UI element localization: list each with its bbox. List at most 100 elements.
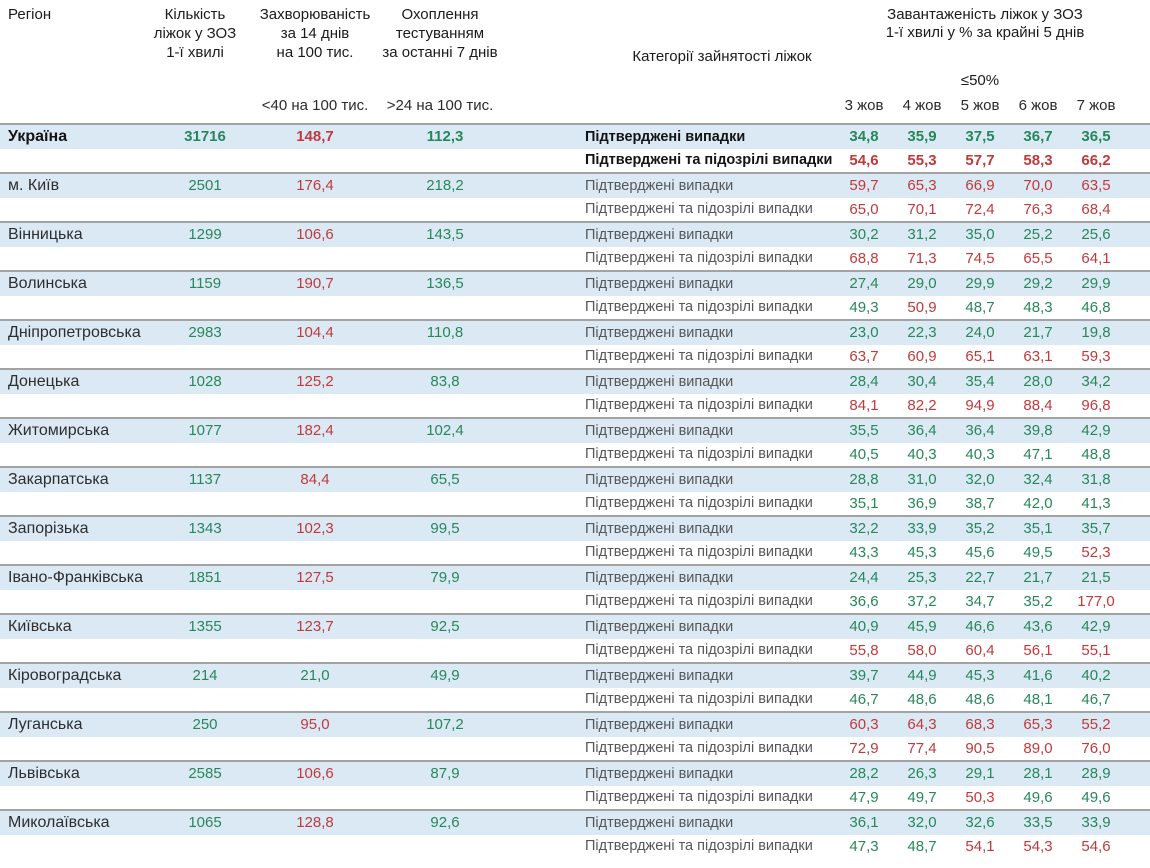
- incidence-value: 84,4: [300, 471, 330, 489]
- occupancy-value: 22,7: [965, 569, 995, 587]
- date-headers: 3 жов 4 жов 5 жов 6 жов 7 жов: [835, 97, 1125, 114]
- occupancy-value: 43,6: [1023, 618, 1053, 636]
- incidence-threshold-label: <40 на 100 тис.: [261, 97, 369, 114]
- testing-value: 65,5: [430, 471, 460, 489]
- occupancy-value: 40,3: [965, 445, 995, 463]
- category-column-header: Категорії зайнятості ліжок: [632, 48, 812, 65]
- beds-count: 31716: [184, 128, 226, 146]
- testing-value: 87,9: [430, 765, 460, 783]
- category-label-suspected: Підтверджені та підозрілі випадки: [585, 397, 813, 414]
- occupancy-value: 30,4: [907, 373, 937, 391]
- occupancy-value: 31,2: [907, 226, 937, 244]
- region-block: Луганська 250 95,0 107,2 Підтверджені ви…: [0, 711, 1150, 760]
- occupancy-value: 70,0: [1023, 177, 1053, 195]
- occupancy-value: 48,7: [907, 837, 937, 855]
- occupancy-value: 71,3: [907, 249, 937, 267]
- occupancy-value: 177,0: [1077, 592, 1115, 610]
- confirmed-row: Івано-Франківська 1851 127,5 79,9 Підтве…: [0, 566, 1150, 590]
- occupancy-value: 21,7: [1023, 569, 1053, 587]
- incidence-value: 176,4: [296, 177, 334, 195]
- occupancy-value: 57,7: [965, 151, 995, 169]
- occupancy-value: 60,9: [907, 347, 937, 365]
- incidence-value: 182,4: [296, 422, 334, 440]
- suspected-row: Підтверджені та підозрілі випадки 46,7 4…: [0, 687, 1150, 711]
- occupancy-value: 25,3: [907, 569, 937, 587]
- occupancy-value: 41,6: [1023, 667, 1053, 685]
- region-block: Запорізька 1343 102,3 99,5 Підтверджені …: [0, 515, 1150, 564]
- occupancy-value: 65,3: [907, 177, 937, 195]
- occupancy-column-header: Завантаженість ліжок у ЗОЗ 1-ї хвилі у %…: [885, 6, 1085, 41]
- suspected-row: Підтверджені та підозрілі випадки 65,0 7…: [0, 197, 1150, 221]
- occupancy-value: 28,2: [849, 765, 879, 783]
- region-name: Запорізька: [8, 519, 89, 537]
- occupancy-threshold-label: ≤50%: [960, 72, 1000, 89]
- category-label-suspected: Підтверджені та підозрілі випадки: [585, 348, 813, 365]
- occupancy-value: 88,4: [1023, 396, 1053, 414]
- testing-value: 79,9: [430, 569, 460, 587]
- confirmed-row: Київська 1355 123,7 92,5 Підтверджені ви…: [0, 615, 1150, 639]
- occupancy-value: 26,3: [907, 765, 937, 783]
- occupancy-value: 46,7: [1081, 690, 1111, 708]
- region-name: Івано-Франківська: [8, 568, 143, 586]
- testing-value: 83,8: [430, 373, 460, 391]
- testing-value: 102,4: [426, 422, 464, 440]
- occupancy-value: 72,4: [965, 200, 995, 218]
- occupancy-value: 40,2: [1081, 667, 1111, 685]
- occupancy-value: 45,3: [907, 543, 937, 561]
- occupancy-value: 48,1: [1023, 690, 1053, 708]
- suspected-row: Підтверджені та підозрілі випадки 43,3 4…: [0, 540, 1150, 564]
- region-block: Львівська 2585 106,6 87,9 Підтверджені в…: [0, 760, 1150, 809]
- occupancy-value: 28,4: [849, 373, 879, 391]
- testing-column-header: Охоплення тестуванням за останні 7 днів: [382, 6, 498, 61]
- category-label-suspected: Підтверджені та підозрілі випадки: [585, 789, 813, 806]
- region-block: Україна 31716 148,7 112,3 Підтверджені в…: [0, 123, 1150, 172]
- occupancy-value: 49,7: [907, 788, 937, 806]
- occupancy-value: 25,6: [1081, 226, 1111, 244]
- occupancy-value: 48,7: [965, 298, 995, 316]
- region-name: Вінницька: [8, 225, 83, 243]
- occupancy-value: 33,9: [907, 520, 937, 538]
- suspected-row: Підтверджені та підозрілі випадки 40,5 4…: [0, 442, 1150, 466]
- beds-count: 1851: [188, 569, 222, 587]
- occupancy-value: 55,1: [1081, 641, 1111, 659]
- occupancy-value: 35,1: [1023, 520, 1053, 538]
- testing-value: 49,9: [430, 667, 460, 685]
- region-block: Вінницька 1299 106,6 143,5 Підтверджені …: [0, 221, 1150, 270]
- confirmed-row: Волинська 1159 190,7 136,5 Підтверджені …: [0, 272, 1150, 296]
- region-block: м. Київ 2501 176,4 218,2 Підтверджені ви…: [0, 172, 1150, 221]
- occupancy-value: 64,3: [907, 716, 937, 734]
- occupancy-value: 29,1: [965, 765, 995, 783]
- occupancy-value: 29,9: [1081, 275, 1111, 293]
- region-block: Київська 1355 123,7 92,5 Підтверджені ви…: [0, 613, 1150, 662]
- testing-value: 112,3: [426, 128, 464, 146]
- category-label-confirmed: Підтверджені випадки: [585, 177, 734, 194]
- occupancy-value: 49,3: [849, 298, 879, 316]
- category-label-confirmed: Підтверджені випадки: [585, 373, 734, 390]
- region-name: Кіровоградська: [8, 666, 122, 684]
- beds-count: 2585: [188, 765, 222, 783]
- category-label-suspected: Підтверджені та підозрілі випадки: [585, 838, 813, 855]
- occupancy-value: 21,5: [1081, 569, 1111, 587]
- region-name: Україна: [8, 127, 68, 145]
- beds-count: 1159: [188, 275, 222, 293]
- category-label-suspected: Підтверджені та підозрілі випадки: [585, 152, 833, 169]
- region-block: Волинська 1159 190,7 136,5 Підтверджені …: [0, 270, 1150, 319]
- occupancy-value: 34,2: [1081, 373, 1111, 391]
- incidence-value: 190,7: [296, 275, 334, 293]
- beds-count: 1065: [188, 814, 222, 832]
- occupancy-value: 65,1: [965, 347, 995, 365]
- occupancy-value: 48,6: [965, 690, 995, 708]
- category-label-confirmed: Підтверджені випадки: [585, 520, 734, 537]
- occupancy-value: 33,5: [1023, 814, 1053, 832]
- occupancy-value: 94,9: [965, 396, 995, 414]
- occupancy-value: 74,5: [965, 249, 995, 267]
- occupancy-value: 54,1: [965, 837, 995, 855]
- occupancy-value: 28,1: [1023, 765, 1053, 783]
- occupancy-value: 47,1: [1023, 445, 1053, 463]
- occupancy-value: 35,0: [965, 226, 995, 244]
- occupancy-value: 54,6: [849, 151, 879, 169]
- testing-value: 143,5: [426, 226, 464, 244]
- occupancy-value: 35,1: [849, 494, 879, 512]
- occupancy-value: 68,4: [1081, 200, 1111, 218]
